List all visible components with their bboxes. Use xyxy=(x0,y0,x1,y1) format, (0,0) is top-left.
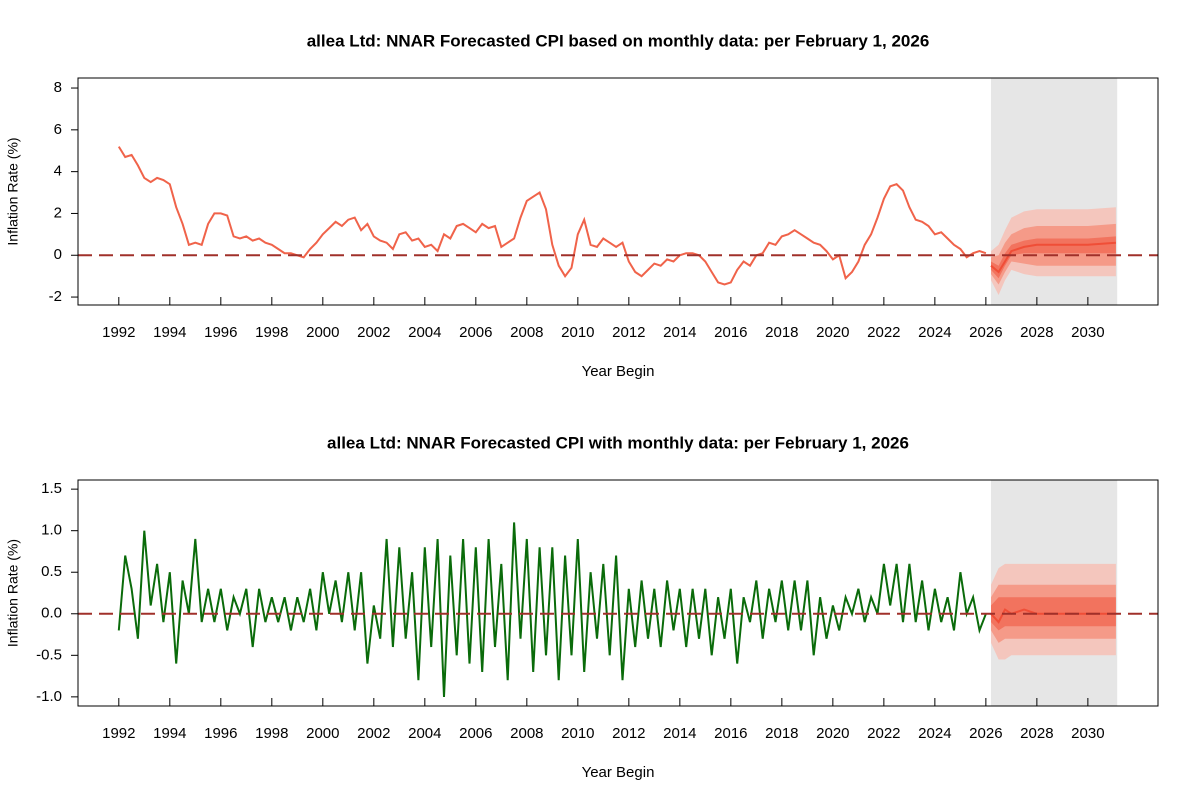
x-tick-label: 2010 xyxy=(561,725,594,742)
x-tick-label: 2010 xyxy=(561,324,594,341)
x-tick-label: 2026 xyxy=(969,725,1002,742)
plot-frame xyxy=(77,479,1159,707)
x-tick-label: 2028 xyxy=(1020,324,1053,341)
x-tick-label: 2002 xyxy=(357,725,390,742)
x-tick-label: 2024 xyxy=(918,725,951,742)
x-tick-label: 2016 xyxy=(714,725,747,742)
x-tick-label: 2006 xyxy=(459,324,492,341)
x-tick-label: 2030 xyxy=(1071,725,1104,742)
y-axis-label: Inflation Rate (%) xyxy=(5,539,21,647)
x-tick-label: 2030 xyxy=(1071,324,1104,341)
forecast-mean xyxy=(990,241,1116,274)
y-tick-label: 0.0 xyxy=(41,605,62,622)
x-tick-label: 2018 xyxy=(765,324,798,341)
x-tick-label: 1994 xyxy=(153,725,186,742)
x-tick-label: 2020 xyxy=(816,324,849,341)
y-tick-label: 0.5 xyxy=(41,563,62,580)
x-tick-label: 2016 xyxy=(714,324,747,341)
forecast-mean xyxy=(990,608,1116,624)
x-tick-label: 2020 xyxy=(816,725,849,742)
x-tick-label: 2012 xyxy=(612,725,645,742)
x-tick-label: 1992 xyxy=(102,725,135,742)
x-tick-label: 1998 xyxy=(255,324,288,341)
x-tick-label: 1998 xyxy=(255,725,288,742)
x-tick-label: 2002 xyxy=(357,324,390,341)
series-line xyxy=(117,522,987,697)
y-tick-label: -0.5 xyxy=(36,646,62,663)
x-tick-label: 2014 xyxy=(663,324,696,341)
x-tick-label: 2018 xyxy=(765,725,798,742)
x-tick-label: 2000 xyxy=(306,725,339,742)
x-tick-label: 2022 xyxy=(867,324,900,341)
x-tick-label: 2024 xyxy=(918,324,951,341)
y-tick-label: 8 xyxy=(54,79,62,96)
x-tick-label: 2008 xyxy=(510,324,543,341)
x-tick-label: 2026 xyxy=(969,324,1002,341)
x-tick-label: 2004 xyxy=(408,725,441,742)
x-tick-label: 1992 xyxy=(102,324,135,341)
chart-title: allea Ltd: NNAR Forecasted CPI based on … xyxy=(307,31,930,50)
x-tick-label: 2000 xyxy=(306,324,339,341)
y-tick-label: 4 xyxy=(54,163,62,180)
x-tick-label: 1994 xyxy=(153,324,186,341)
x-tick-label: 2012 xyxy=(612,324,645,341)
y-tick-label: 1.5 xyxy=(41,480,62,497)
x-tick-label: 1996 xyxy=(204,725,237,742)
y-tick-label: 6 xyxy=(54,121,62,138)
x-tick-label: 2006 xyxy=(459,725,492,742)
x-axis-label: Year Begin xyxy=(582,764,655,781)
y-tick-label: 2 xyxy=(54,204,62,221)
plot-frame xyxy=(77,77,1159,306)
x-tick-label: 2004 xyxy=(408,324,441,341)
series-line xyxy=(117,146,987,286)
y-tick-label: -2 xyxy=(49,288,62,305)
y-tick-label: -1.0 xyxy=(36,688,62,705)
x-tick-label: 2014 xyxy=(663,725,696,742)
x-tick-label: 2028 xyxy=(1020,725,1053,742)
x-tick-label: 2022 xyxy=(867,725,900,742)
y-axis-label: Inflation Rate (%) xyxy=(5,137,21,245)
x-tick-label: 1996 xyxy=(204,324,237,341)
chart-title: allea Ltd: NNAR Forecasted CPI with mont… xyxy=(327,433,909,452)
x-tick-label: 2008 xyxy=(510,725,543,742)
y-tick-label: 0 xyxy=(54,246,62,263)
y-tick-label: 1.0 xyxy=(41,522,62,539)
x-axis-label: Year Begin xyxy=(582,363,655,380)
